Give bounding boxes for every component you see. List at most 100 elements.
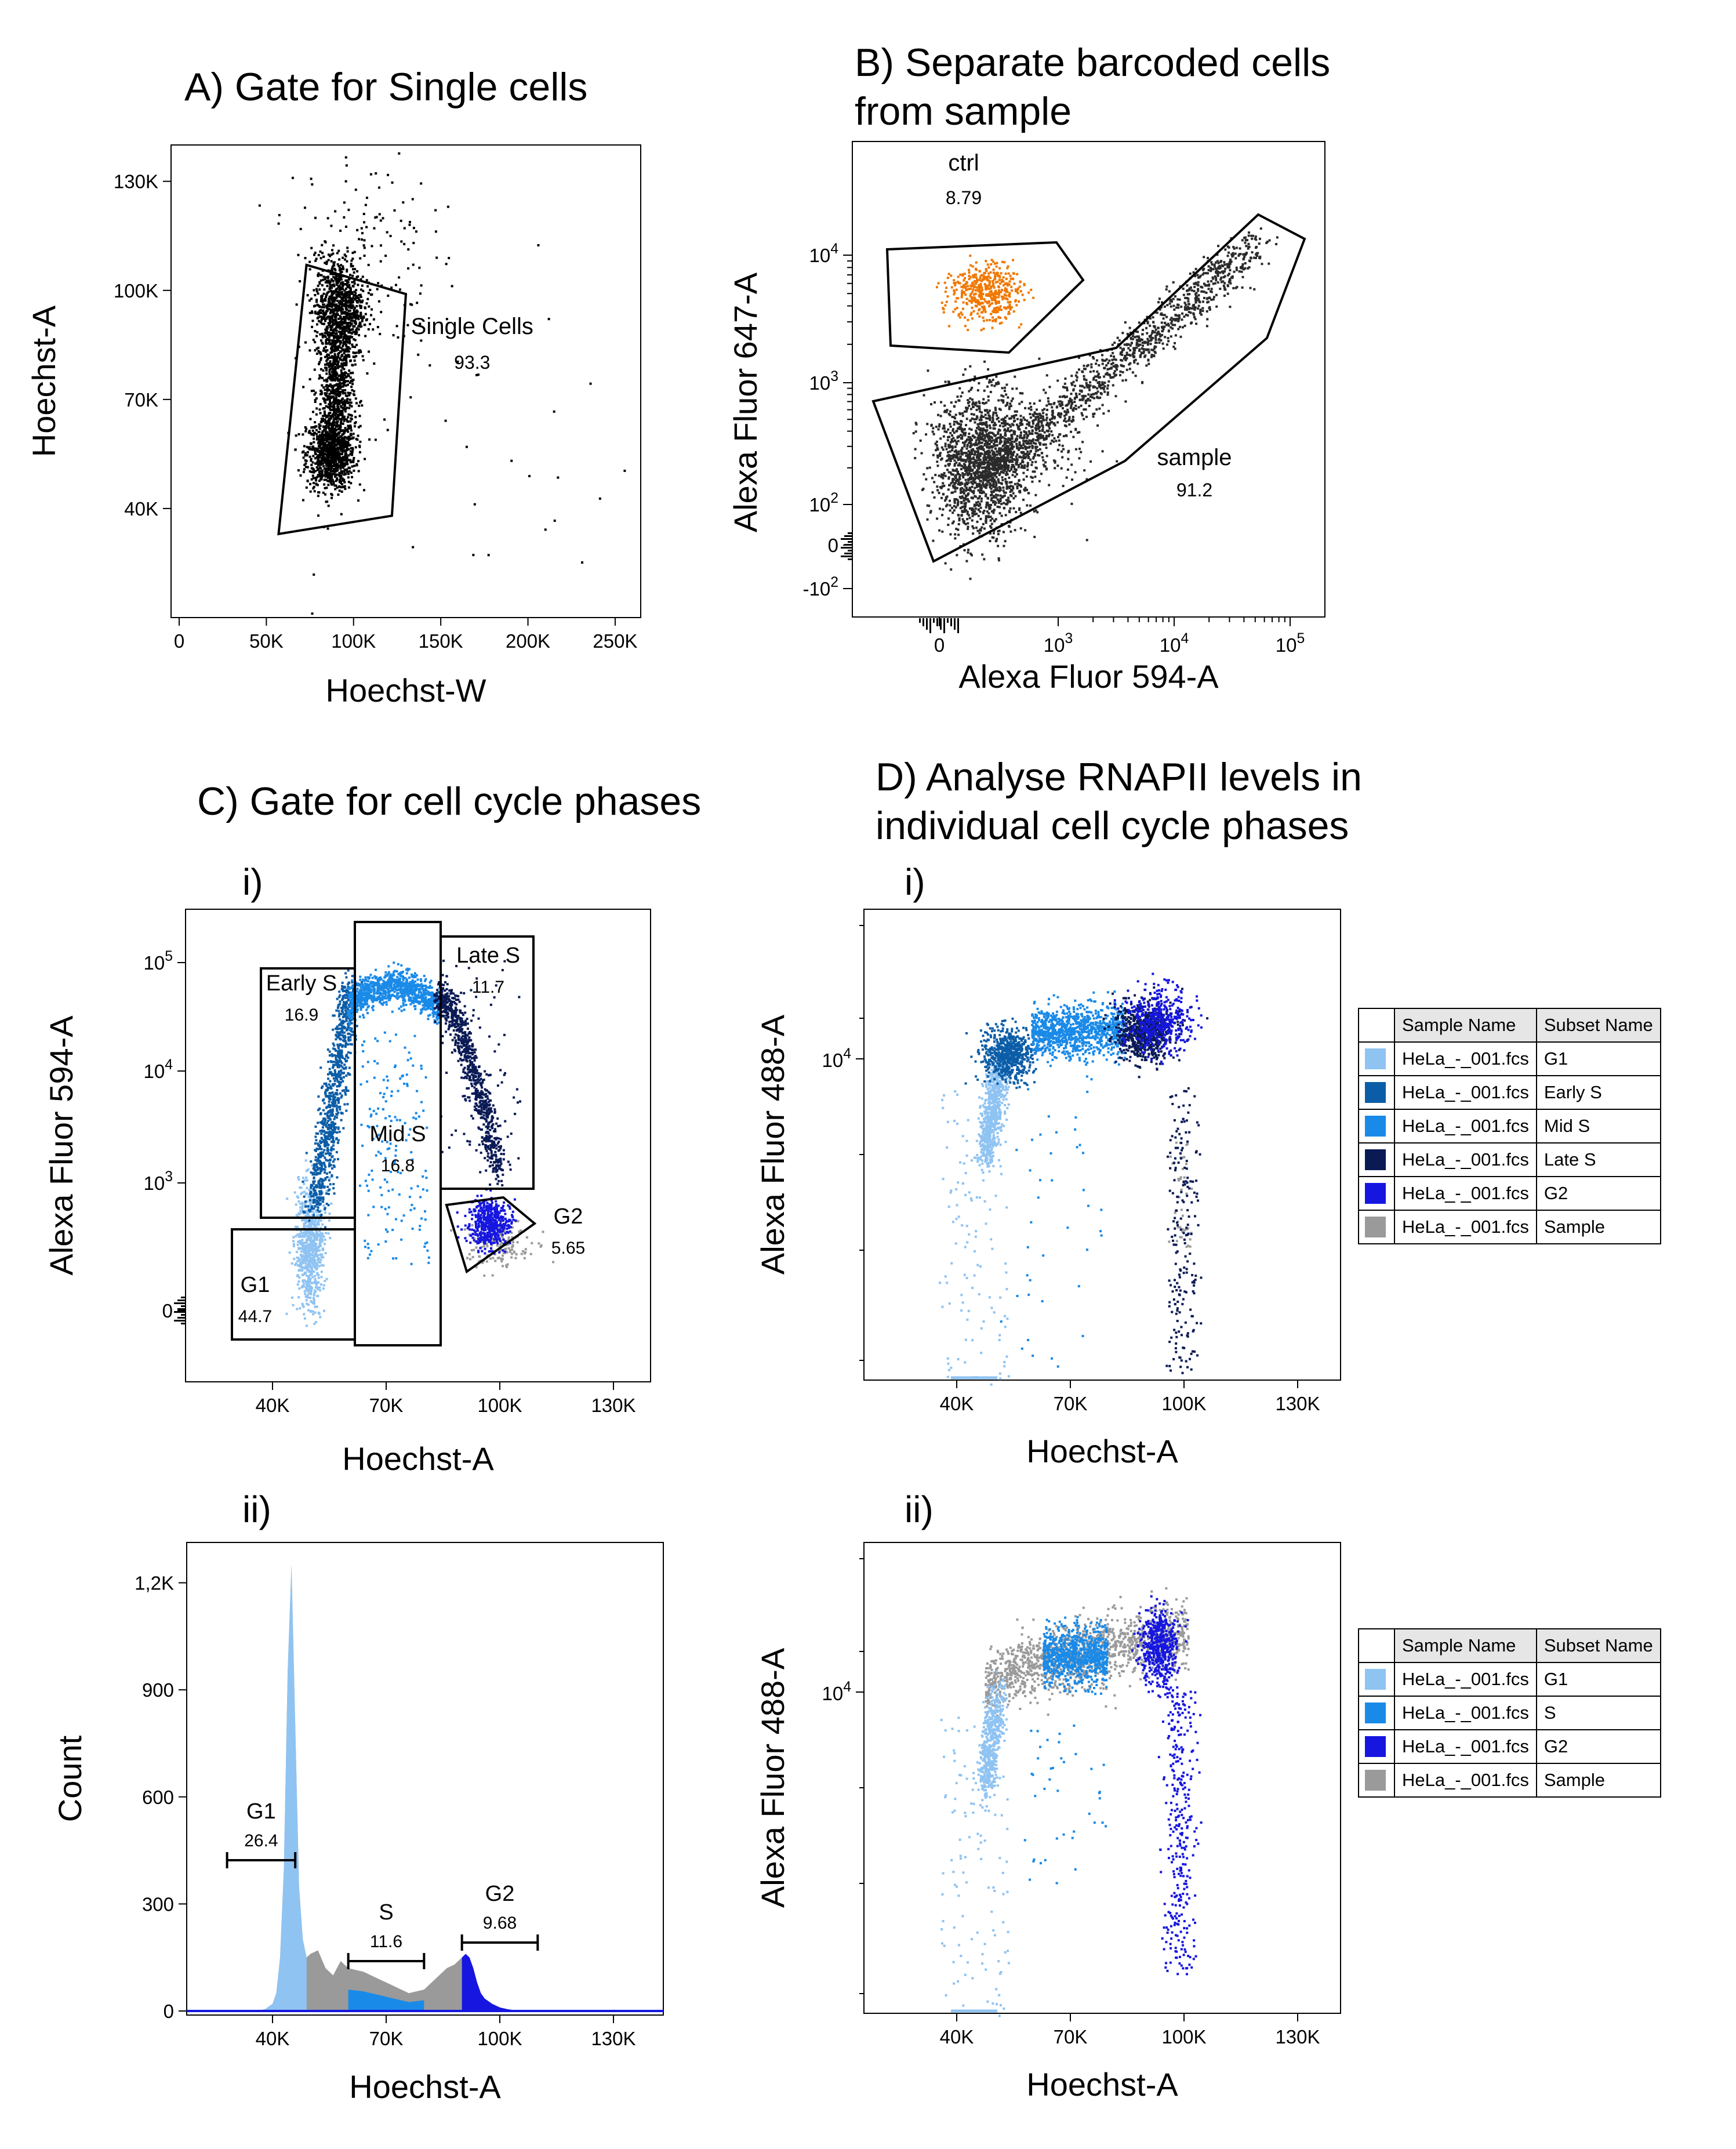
point xyxy=(337,460,340,463)
point xyxy=(335,398,337,401)
point xyxy=(340,288,343,291)
point xyxy=(323,425,326,428)
point xyxy=(329,281,332,284)
point xyxy=(310,478,313,481)
point xyxy=(1123,365,1125,368)
point xyxy=(1223,261,1226,264)
point xyxy=(557,476,560,479)
point xyxy=(327,259,330,262)
point xyxy=(956,554,958,557)
point xyxy=(335,464,338,467)
point xyxy=(975,501,978,504)
point xyxy=(359,301,362,304)
point xyxy=(961,459,964,462)
point xyxy=(337,436,340,439)
point xyxy=(968,456,971,459)
point xyxy=(347,321,350,324)
point xyxy=(997,480,1000,482)
point xyxy=(987,368,990,371)
point xyxy=(1239,247,1241,250)
point xyxy=(345,364,348,366)
point xyxy=(328,403,331,406)
point xyxy=(942,427,945,430)
point xyxy=(1138,349,1141,352)
point xyxy=(954,417,957,420)
point xyxy=(348,470,351,473)
x-tick-label: 250K xyxy=(593,630,637,652)
point xyxy=(1253,288,1256,291)
point xyxy=(972,492,975,495)
point xyxy=(350,447,353,450)
point xyxy=(1057,412,1060,415)
point xyxy=(347,391,350,394)
point xyxy=(1069,397,1072,400)
point xyxy=(964,485,967,488)
point xyxy=(973,466,976,469)
point xyxy=(359,325,362,328)
point xyxy=(315,456,318,459)
point xyxy=(942,477,945,480)
point xyxy=(955,480,958,482)
point xyxy=(347,486,350,489)
point xyxy=(943,404,946,407)
point xyxy=(330,390,333,393)
point xyxy=(950,568,953,571)
point xyxy=(1214,282,1216,285)
point xyxy=(305,486,308,489)
point xyxy=(956,478,959,481)
point xyxy=(419,322,422,325)
point xyxy=(1008,476,1011,479)
point xyxy=(318,310,321,313)
point xyxy=(314,398,317,401)
plot-frame xyxy=(170,144,641,618)
point xyxy=(339,321,342,324)
point xyxy=(339,467,342,470)
point xyxy=(321,453,324,456)
point xyxy=(333,452,336,455)
point xyxy=(351,448,354,451)
point xyxy=(553,519,556,522)
point xyxy=(1002,486,1005,489)
point xyxy=(1098,376,1101,379)
point xyxy=(339,427,342,430)
point xyxy=(359,295,362,298)
point xyxy=(972,461,975,464)
point xyxy=(1136,362,1139,365)
point xyxy=(358,321,361,324)
point xyxy=(349,453,352,456)
point xyxy=(996,506,999,509)
point xyxy=(334,456,337,459)
point xyxy=(348,294,351,297)
point xyxy=(952,456,955,459)
point xyxy=(333,423,336,426)
point xyxy=(321,306,324,308)
point xyxy=(354,294,357,297)
point xyxy=(1005,485,1008,488)
point xyxy=(333,435,336,438)
point xyxy=(956,422,959,424)
point xyxy=(318,491,321,494)
point xyxy=(975,472,978,475)
point xyxy=(327,469,330,471)
point xyxy=(350,427,353,430)
point xyxy=(1197,288,1200,291)
point xyxy=(324,448,326,451)
point xyxy=(926,504,929,507)
point xyxy=(1001,478,1004,481)
point xyxy=(361,275,364,278)
point xyxy=(324,442,327,445)
point xyxy=(344,427,347,430)
point xyxy=(1219,260,1222,263)
point xyxy=(317,459,320,462)
point xyxy=(339,441,342,444)
point xyxy=(990,497,993,500)
point xyxy=(1009,530,1012,533)
point xyxy=(322,347,325,350)
point xyxy=(354,346,357,349)
point xyxy=(379,244,382,247)
point xyxy=(956,487,958,489)
point xyxy=(950,457,953,460)
point xyxy=(1149,334,1152,337)
point xyxy=(1089,399,1092,402)
point xyxy=(340,373,343,376)
